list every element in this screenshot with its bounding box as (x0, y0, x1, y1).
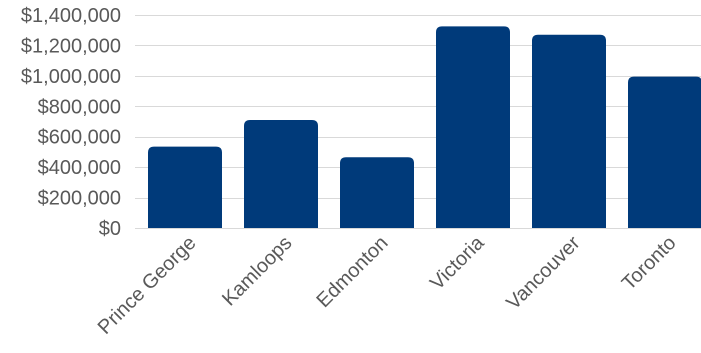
x-tick-label: Prince George (94, 232, 201, 339)
x-tick-label: Victoria (426, 231, 489, 294)
bar-toronto (628, 76, 701, 228)
y-tick-label: $600,000 (38, 127, 121, 149)
y-tick-label: $0 (99, 218, 121, 240)
x-tick-label: Edmonton (313, 232, 393, 312)
bar-vancouver (532, 34, 606, 229)
y-tick-label: $1,000,000 (21, 66, 121, 88)
x-tick-label: Kamloops (218, 232, 296, 310)
bar-kamloops (244, 119, 318, 228)
y-tick-label: $200,000 (38, 188, 121, 210)
x-axis-ticks: Prince George Kamloops Edmonton Victoria Van… (94, 231, 681, 338)
gridlines (135, 15, 701, 229)
bar-prince-george (148, 146, 222, 228)
y-tick-label: $400,000 (38, 157, 121, 179)
y-axis-ticks: $0 $200,000 $400,000 $600,000 $800,000 $1,000… (21, 5, 121, 240)
bar-victoria (436, 26, 510, 228)
y-tick-label: $1,200,000 (21, 35, 121, 57)
bar-edmonton (340, 157, 414, 228)
y-tick-label: $800,000 (38, 96, 121, 118)
y-tick-label: $1,400,000 (21, 5, 121, 27)
bars (148, 26, 701, 229)
x-tick-label: Vancouver (502, 232, 584, 314)
x-tick-label: Toronto (618, 232, 681, 295)
